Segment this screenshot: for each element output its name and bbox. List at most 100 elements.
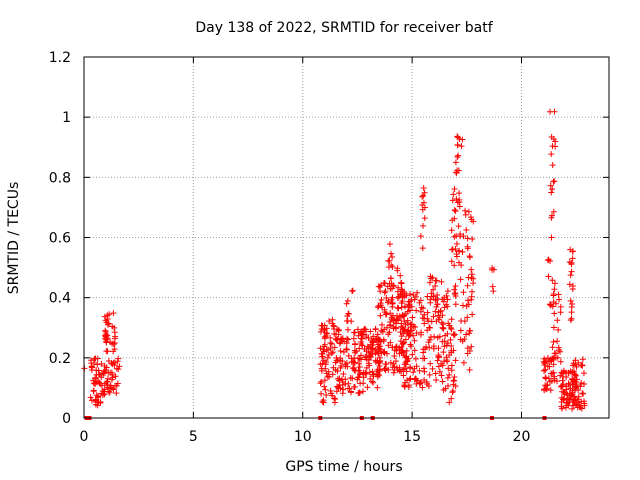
data-point — [451, 206, 458, 213]
data-point — [359, 335, 366, 342]
data-point — [566, 259, 573, 266]
data-point — [381, 326, 388, 333]
data-point — [361, 328, 368, 335]
data-point — [548, 189, 555, 196]
data-point — [359, 388, 366, 395]
data-point — [579, 361, 586, 368]
data-point — [344, 297, 351, 304]
data-point — [352, 340, 359, 347]
data-point — [563, 386, 570, 393]
data-point — [434, 292, 441, 299]
data-point — [335, 327, 342, 334]
data-point — [330, 323, 337, 330]
data-point — [549, 186, 556, 193]
data-point — [580, 370, 587, 377]
data-point — [455, 223, 462, 230]
data-point — [106, 389, 113, 396]
data-point — [378, 282, 385, 289]
data-point — [323, 347, 330, 354]
data-point — [109, 374, 116, 381]
data-point — [356, 389, 363, 396]
data-point — [440, 325, 447, 332]
data-point — [569, 368, 576, 375]
data-point — [432, 308, 439, 315]
data-point — [580, 390, 587, 397]
data-point — [400, 366, 407, 373]
data-point — [94, 402, 101, 409]
data-point — [349, 287, 356, 294]
data-point — [552, 138, 559, 145]
x-tick-label: 20 — [513, 429, 531, 445]
data-point — [325, 351, 332, 358]
data-point — [369, 338, 376, 345]
data-point — [406, 332, 413, 339]
data-point — [319, 353, 326, 360]
data-point — [543, 382, 550, 389]
data-point — [581, 402, 588, 409]
data-point — [375, 337, 382, 344]
data-point — [322, 386, 329, 393]
data-point — [400, 372, 407, 379]
data-point — [421, 320, 428, 327]
data-point — [378, 321, 385, 328]
data-point — [389, 294, 396, 301]
data-point — [420, 365, 427, 372]
data-point — [387, 359, 394, 366]
data-point — [386, 329, 393, 336]
data-point — [455, 152, 462, 159]
data-point — [445, 320, 452, 327]
data-point — [456, 190, 463, 197]
data-point — [329, 316, 336, 323]
data-point — [439, 362, 446, 369]
data-point — [551, 178, 558, 185]
data-point — [402, 336, 409, 343]
data-point — [330, 322, 337, 329]
data-point — [423, 379, 430, 386]
data-point — [414, 289, 421, 296]
data-point — [467, 214, 474, 221]
data-point — [574, 396, 581, 403]
data-point — [98, 382, 105, 389]
data-point — [317, 345, 324, 352]
data-point — [394, 265, 401, 272]
data-point — [362, 354, 369, 361]
data-point — [444, 374, 451, 381]
data-point — [401, 289, 408, 296]
data-point — [366, 362, 373, 369]
data-point — [416, 367, 423, 374]
data-point — [97, 398, 104, 405]
data-point — [356, 355, 363, 362]
data-point — [87, 394, 94, 401]
data-point — [426, 371, 433, 378]
data-point — [547, 108, 554, 115]
data-point — [340, 349, 347, 356]
data-point — [384, 283, 391, 290]
data-point — [397, 272, 404, 279]
data-point — [445, 365, 452, 372]
data-point — [359, 342, 366, 349]
data-point — [333, 331, 340, 338]
data-point — [351, 329, 358, 336]
data-point — [468, 296, 475, 303]
data-point — [448, 395, 455, 402]
data-point — [449, 246, 456, 253]
data-point — [568, 392, 575, 399]
data-point — [104, 375, 111, 382]
data-point — [452, 292, 459, 299]
data-point — [402, 303, 409, 310]
data-point — [110, 348, 117, 355]
data-point — [579, 390, 586, 397]
ticks-layer: 0 0.2 0.4 0.6 0.8 1 1.2 0 5 10 15 20 — [49, 50, 609, 445]
data-point — [572, 357, 579, 364]
data-point — [463, 331, 470, 338]
data-point — [460, 289, 467, 296]
data-point — [549, 277, 556, 284]
data-point — [416, 380, 423, 387]
data-point — [318, 325, 325, 332]
data-point — [550, 369, 557, 376]
data-point — [364, 384, 371, 391]
data-point — [436, 368, 443, 375]
data-point — [417, 331, 424, 338]
data-point — [453, 195, 460, 202]
